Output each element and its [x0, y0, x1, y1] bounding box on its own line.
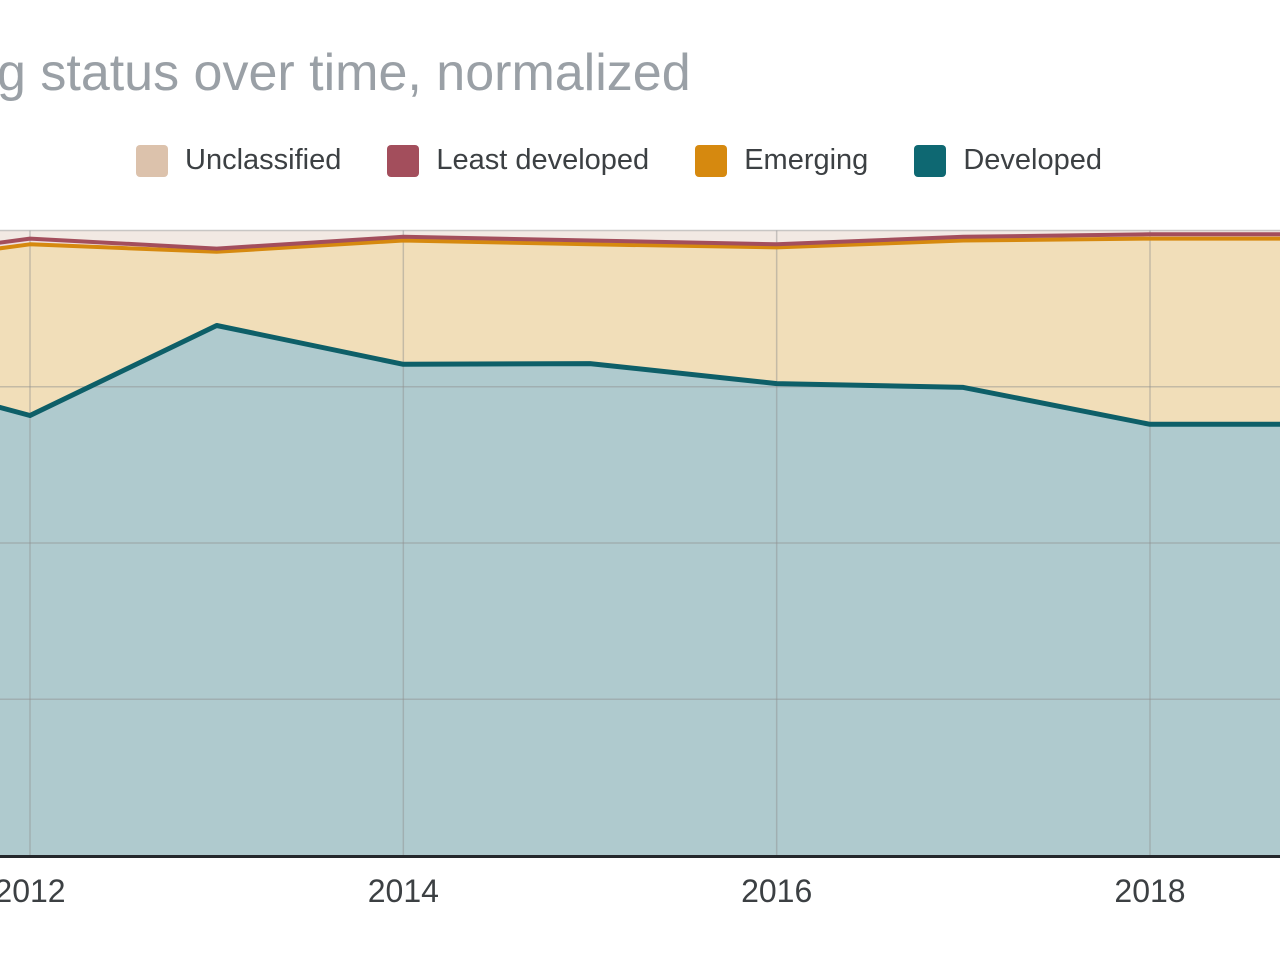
- legend-swatch-emerging: [695, 144, 728, 177]
- legend-label: Emerging: [744, 144, 869, 176]
- legend-item-least-developed: Least developed: [387, 144, 649, 177]
- legend-swatch-unclassified: [136, 144, 168, 177]
- legend-item-unclassified: Unclassified: [136, 144, 341, 177]
- x-tick-label: 2012: [0, 873, 66, 909]
- area-emerging: [0, 238, 1280, 425]
- legend-label: Developed: [963, 144, 1102, 176]
- line-developed: [0, 323, 1280, 427]
- legend-item-developed: Developed: [914, 144, 1102, 177]
- x-tick-label: 2016: [741, 873, 813, 909]
- legend-label: Least developed: [436, 144, 650, 176]
- area-developed: [0, 325, 1280, 856]
- legend-label: Unclassified: [185, 144, 342, 176]
- legend-swatch-developed: [914, 144, 947, 177]
- x-tick-label: 2014: [367, 873, 439, 909]
- legend-item-emerging: Emerging: [695, 144, 868, 177]
- x-tick-label: 2018: [1114, 873, 1186, 909]
- chart-title: g status over time, normalized: [0, 44, 691, 102]
- line-emerging: [0, 236, 1280, 254]
- legend-swatch-least-developed: [387, 144, 420, 177]
- line-least-developed: [0, 232, 1280, 251]
- gridlines: [0, 229, 1280, 856]
- chart-legend: Unclassified Least developed Emerging De…: [136, 144, 1102, 177]
- series-lines: [0, 232, 1280, 427]
